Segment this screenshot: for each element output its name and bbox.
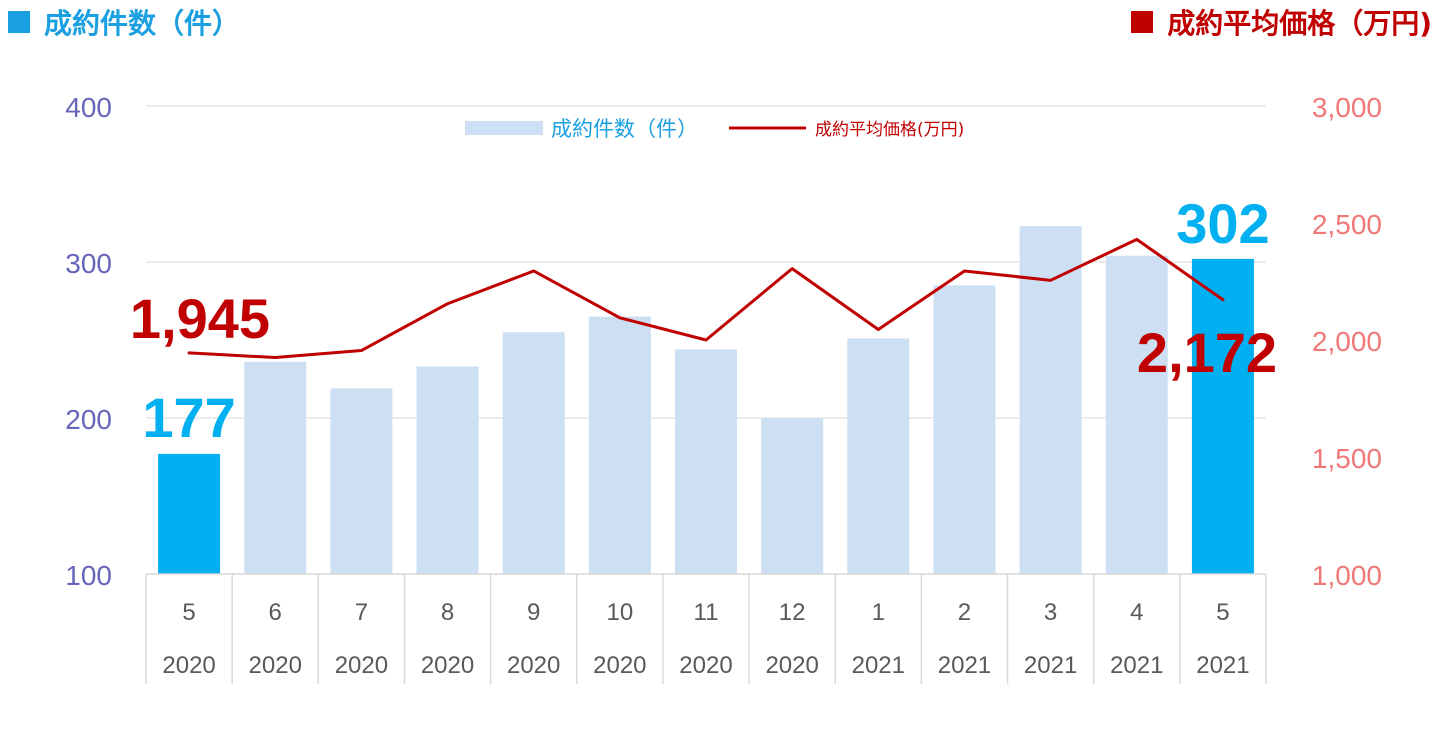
x-tick-month: 12 [779,599,806,626]
left-axis-tick-label: 200 [65,404,112,435]
x-tick-month: 2 [958,599,971,626]
right-axis-tick-label: 2,000 [1312,326,1382,357]
x-tick-month: 9 [527,599,540,626]
bar [244,361,307,574]
bar-first-value-label: 177 [142,386,235,449]
x-tick-year: 2021 [852,652,905,679]
line-last-value-label: 2,172 [1137,321,1277,384]
bar-last-value-label: 302 [1176,192,1269,255]
x-tick-year: 2020 [593,652,646,679]
bar [761,418,824,574]
x-tick-year: 2020 [765,652,818,679]
bar [588,316,651,574]
x-tick-year: 2020 [679,652,732,679]
left-axis-tick-label: 100 [65,560,112,591]
left-axis-title-text: 成約件数（件） [44,7,241,40]
bar [1019,226,1082,574]
red-square-icon [1131,11,1154,33]
x-tick-month: 8 [441,599,454,626]
bar [1191,258,1254,574]
x-tick-year: 2021 [1024,652,1077,679]
legend-bar-swatch [465,121,543,135]
legend-line-label: 成約平均価格(万円) [815,120,964,140]
blue-square-icon [8,11,30,33]
x-tick-month: 7 [355,599,368,626]
x-tick-month: 6 [269,599,282,626]
x-tick-year: 2020 [335,652,388,679]
left-axis-title: 成約件数（件） [8,2,240,42]
right-axis-tick-label: 1,000 [1312,560,1382,591]
right-axis-title-text: 成約平均価格（万円) [1167,7,1432,40]
x-tick-year: 2020 [162,652,215,679]
x-tick-year: 2021 [1110,652,1163,679]
bar [158,453,221,574]
x-tick-month: 10 [606,599,633,626]
x-tick-year: 2021 [1196,652,1249,679]
bar [416,366,479,574]
right-axis-tick-label: 1,500 [1312,443,1382,474]
x-tick-month: 4 [1130,599,1143,626]
x-tick-month: 5 [1216,599,1229,626]
line-first-value-label: 1,945 [130,287,270,350]
bar [933,285,996,574]
right-axis-tick-label: 2,500 [1312,209,1382,240]
x-tick-year: 2020 [249,652,302,679]
bar [502,332,565,574]
bar [330,388,393,574]
right-axis-title: 成約平均価格（万円) [1131,2,1432,42]
right-axis-tick-label: 3,000 [1312,92,1382,123]
left-axis-tick-label: 300 [65,248,112,279]
x-tick-year: 2020 [421,652,474,679]
x-tick-month: 3 [1044,599,1057,626]
x-tick-month: 11 [694,599,719,626]
left-axis-tick-label: 400 [65,92,112,123]
bar [847,338,910,574]
x-tick-month: 5 [182,599,195,626]
bar [1105,255,1168,574]
x-tick-year: 2020 [507,652,560,679]
bar [675,349,737,574]
legend-bar-label: 成約件数（件） [551,117,698,141]
x-tick-month: 1 [872,599,885,626]
x-tick-year: 2021 [938,652,991,679]
